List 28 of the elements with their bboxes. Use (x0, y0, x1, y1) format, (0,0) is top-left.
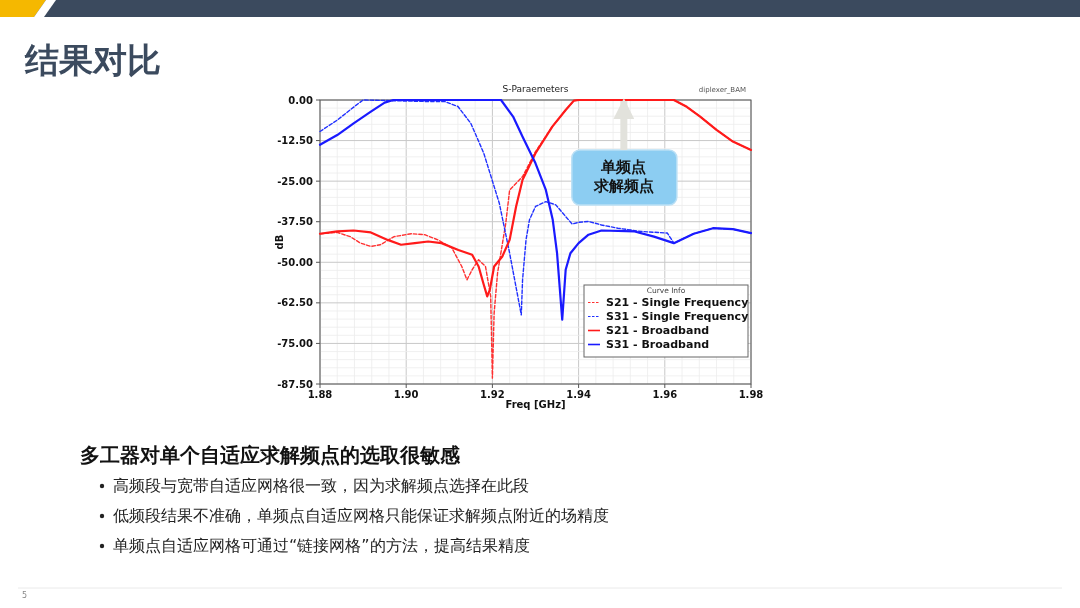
x-tick-label: 1.98 (738, 389, 764, 400)
x-tick-label: 1.96 (652, 389, 678, 400)
y-tick-label: -12.50 (277, 135, 314, 147)
y-tick-label: -37.50 (277, 216, 314, 228)
text: 高频段与宽带自适应网格很一致，因为求解频点选择在此段 (113, 476, 529, 495)
y-tick-label: -50.00 (277, 256, 314, 268)
y-tick-label: -25.00 (277, 175, 314, 187)
y-tick-label: -87.50 (277, 378, 314, 390)
y-tick-label: 0.00 (288, 94, 314, 106)
legend-label: S21 - Single Frequency (606, 296, 749, 309)
y-axis-title: dB (274, 234, 285, 250)
legend-label: S21 - Broadband (606, 324, 710, 337)
legend-label: S31 - Single Frequency (606, 310, 749, 323)
annotation: 单频点求解频点 (592, 158, 654, 195)
x-tick-label: 1.90 (393, 389, 419, 400)
text: 5 (22, 591, 28, 600)
x-tick-label: 1.88 (307, 389, 333, 400)
text: 低频段结果不准确，单频点自适应网格只能保证求解频点附近的场精度 (113, 506, 609, 525)
text: 结果对比 (24, 40, 161, 80)
text: 单频点自适应网格可通过“链接网格”的方法，提高结果精度 (113, 536, 530, 555)
x-axis-title: Freq [GHz] (505, 399, 566, 410)
chart-title: S-Paraemeters (502, 84, 569, 94)
legend-label: S31 - Broadband (606, 338, 710, 351)
y-tick-label: -62.50 (277, 297, 314, 309)
text: 多工器对单个自适应求解频点的选取很敏感 (80, 443, 461, 467)
x-tick-label: 1.94 (566, 389, 591, 400)
y-tick-label: -75.00 (277, 337, 314, 349)
x-tick-label: 1.92 (480, 389, 505, 400)
